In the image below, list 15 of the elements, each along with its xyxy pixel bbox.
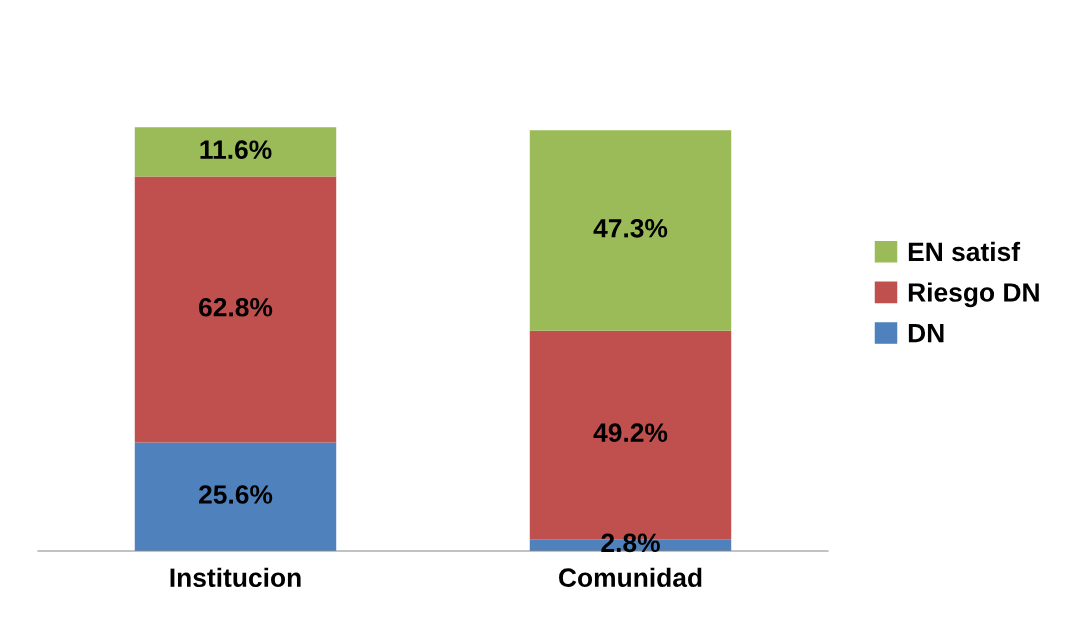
x-tick-label: Comunidad (559, 567, 702, 588)
legend-label: EN satisf (908, 241, 1021, 262)
bar (134, 176, 337, 443)
bar (134, 442, 337, 551)
x-tick-label: Institucion (170, 567, 301, 588)
bar (134, 127, 337, 177)
legend-label: DN (908, 324, 944, 343)
bar (529, 130, 732, 331)
data-label: 62.8% (199, 297, 273, 317)
data-label: 11.6% (200, 140, 272, 160)
legend-label: Riesgo DN (908, 282, 1039, 308)
data-label: 49.2% (593, 423, 668, 443)
data-label: 47.3% (593, 218, 668, 238)
data-label: 25.6% (199, 485, 273, 504)
data-label: 2.8% (601, 533, 660, 553)
